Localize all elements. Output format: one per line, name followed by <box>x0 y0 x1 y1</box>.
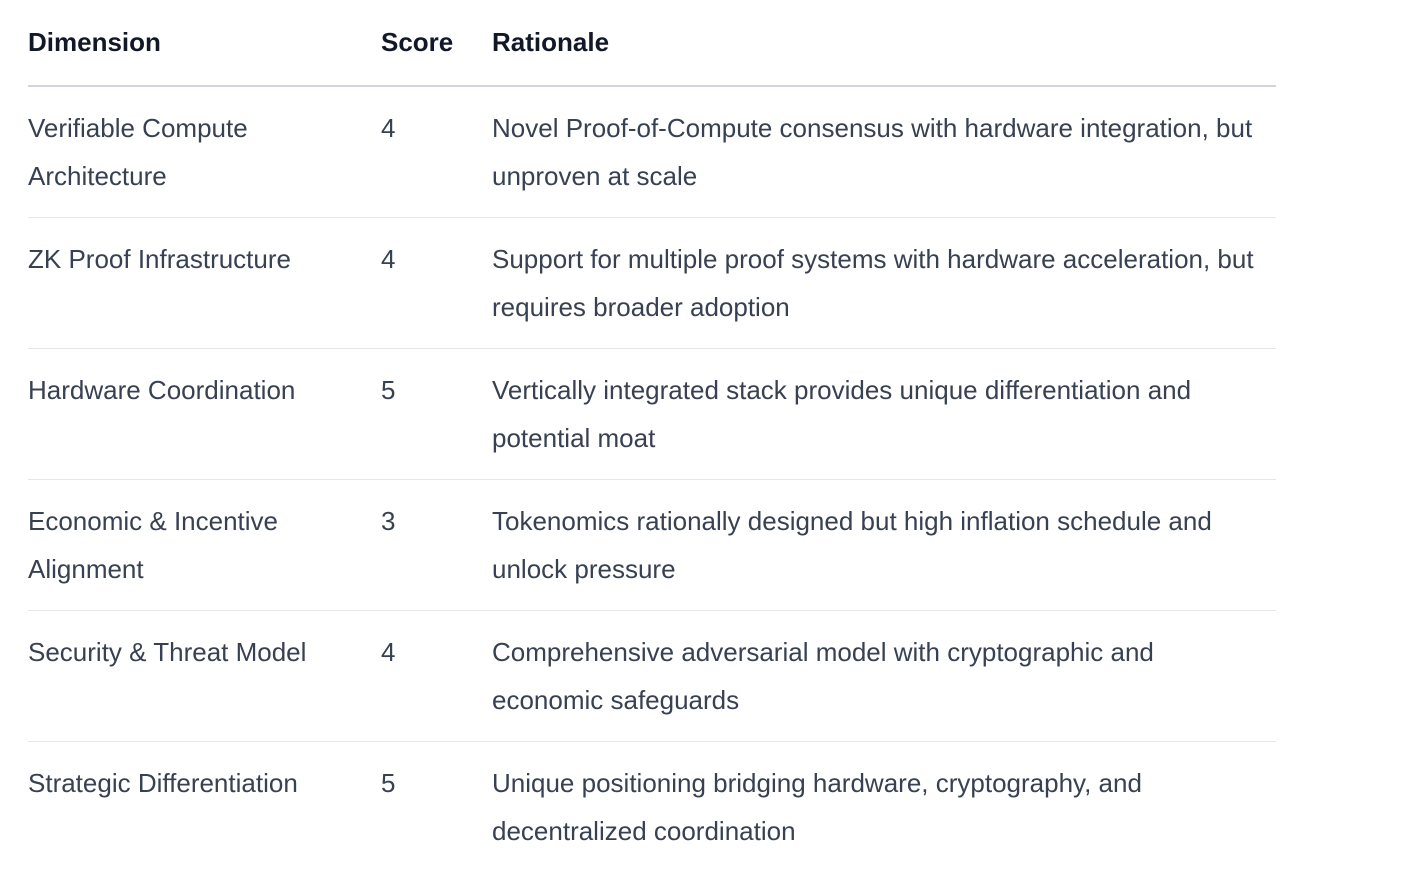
cell-dimension: Strategic Differentiation <box>28 768 298 798</box>
table-header-row: Dimension Score Rationale <box>28 0 1276 87</box>
cell-dimension: Economic & Incentive Alignment <box>28 479 381 611</box>
cell-rationale: Support for multiple proof systems with … <box>492 217 1276 349</box>
cell-score: 4 <box>381 217 492 349</box>
table-row: ZK Proof Infrastructure 4 Support for mult… <box>28 217 1276 349</box>
scores-table: Dimension Score Rationale Verifiable Com… <box>28 0 1276 872</box>
header-score: Score <box>381 0 492 87</box>
cell-dimension: Verifiable Compute Architecture <box>28 86 381 218</box>
cell-rationale: Comprehensive adversarial model with cry… <box>492 610 1276 742</box>
cell-rationale: Unique positioning bridging hardware, cr… <box>492 768 1142 846</box>
cell-score: 4 <box>381 610 492 742</box>
table-row: Hardware Coordination 5 Vertically integra… <box>28 348 1276 480</box>
cell-score: 3 <box>381 479 492 611</box>
table-row: Security & Threat Model 4 Comprehensive ad… <box>28 610 1276 742</box>
cell-rationale: Tokenomics rationally designed but high … <box>492 479 1276 611</box>
table-row: Economic & Incentive Alignment 3 Tokenomic… <box>28 479 1276 611</box>
table-row: Verifiable Compute Architecture 4 Novel Pr… <box>28 86 1276 218</box>
cell-dimension: ZK Proof Infrastructure <box>28 217 381 349</box>
cell-dimension: Security & Threat Model <box>28 610 381 742</box>
cell-score: 5 <box>381 768 396 798</box>
cell-score: 4 <box>381 86 492 218</box>
cell-rationale: Novel Proof-of-Compute consensus with ha… <box>492 86 1276 218</box>
cell-score: 5 <box>381 348 492 480</box>
cell-dimension: Hardware Coordination <box>28 348 381 480</box>
header-dimension: Dimension <box>28 0 381 87</box>
header-rationale: Rationale <box>492 0 1276 87</box>
table-row: Strategic Differentiation 5 Unique positio… <box>28 742 1276 873</box>
cell-rationale: Vertically integrated stack provides uni… <box>492 348 1276 480</box>
